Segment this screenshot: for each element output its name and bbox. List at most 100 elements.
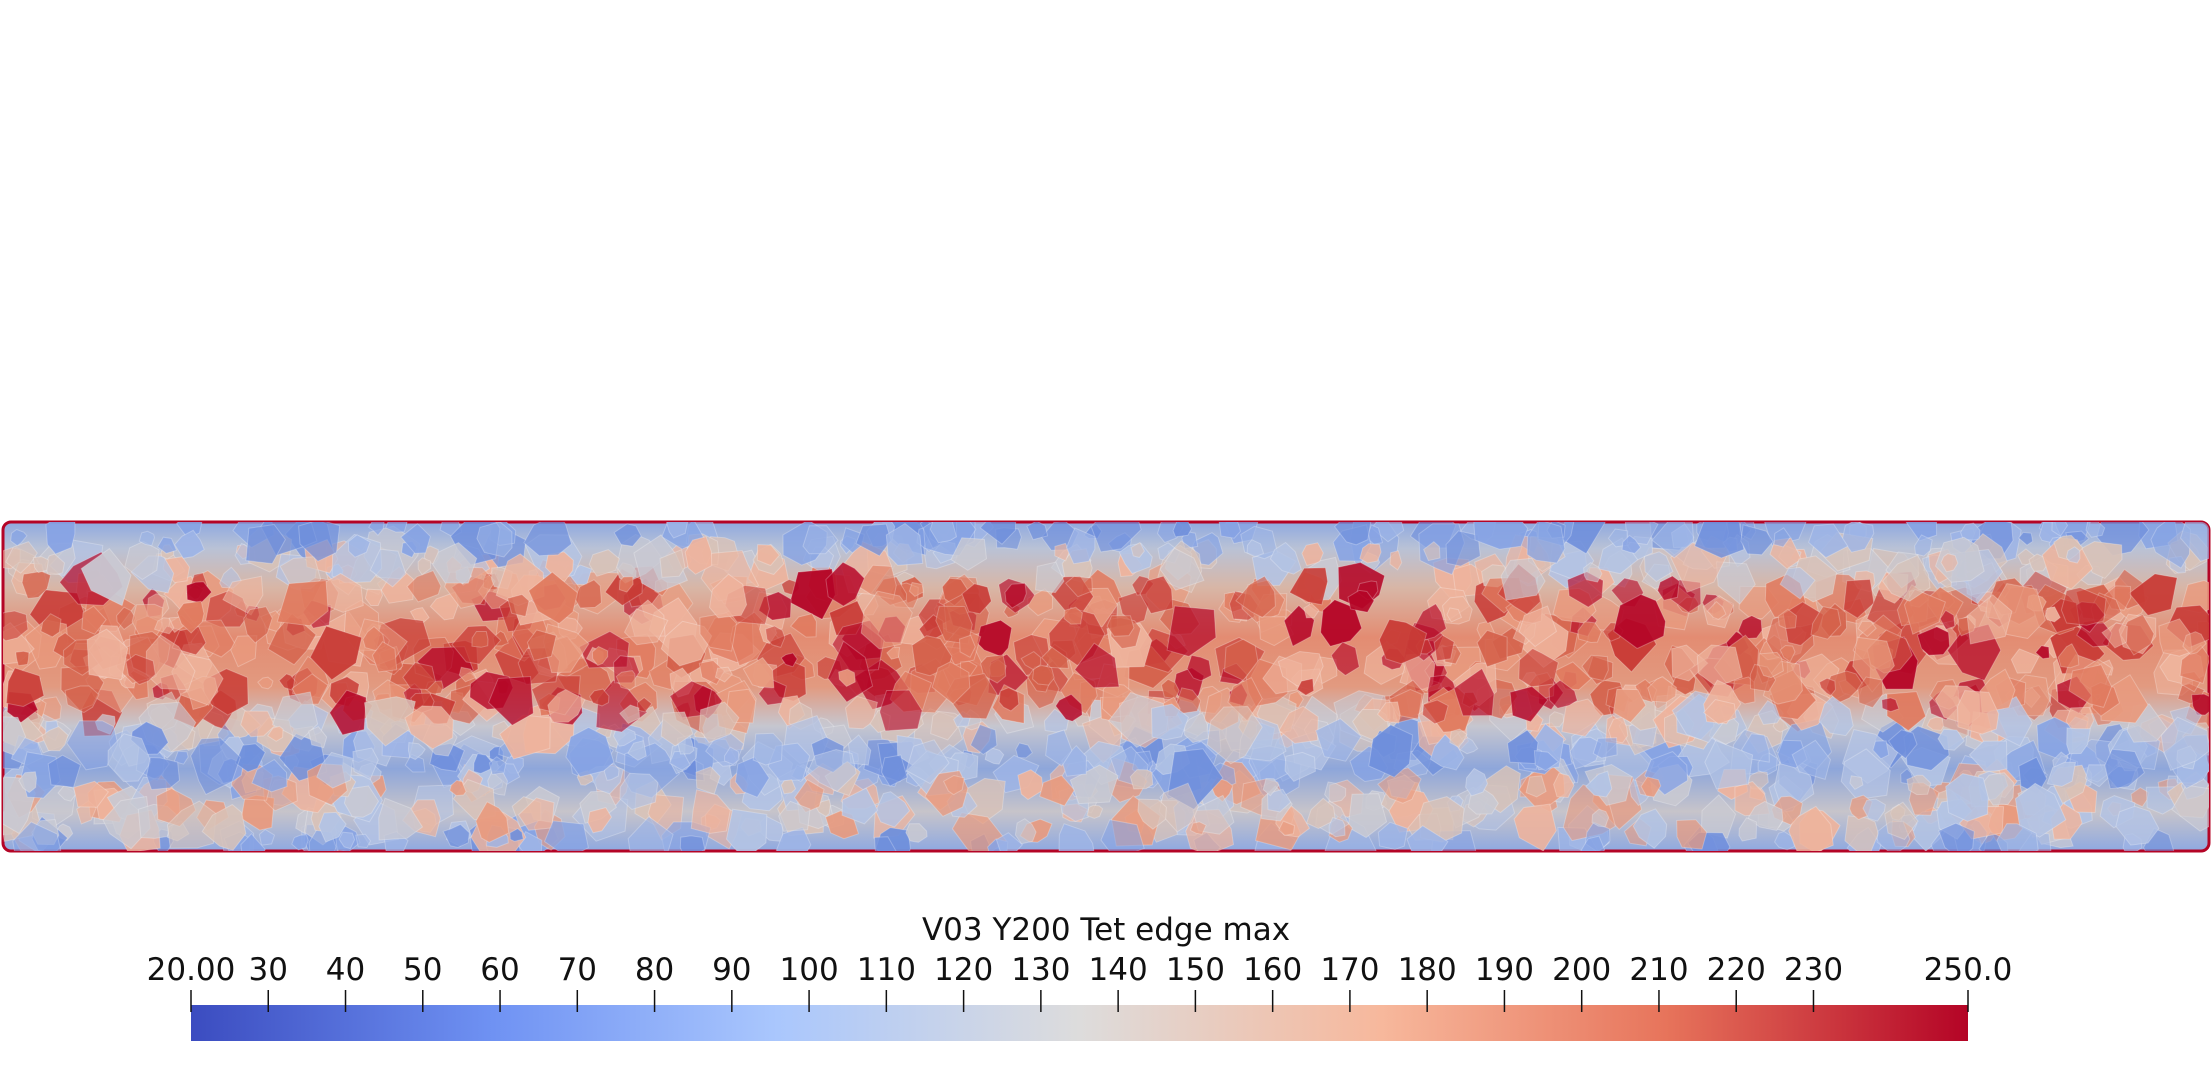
mesh-cell [1747,800,1784,831]
colorbar-tick-label: 90 [712,952,752,988]
mesh-cell [1315,718,1362,762]
mesh-cell [3,610,29,642]
mesh-cell [368,522,385,536]
colorbar-tick-label: 100 [779,952,839,988]
mesh-cell [251,758,288,793]
mesh-cell [778,800,811,832]
mesh-cell [1065,527,1096,565]
mesh-cell [1421,699,1449,725]
mesh-cell [1872,740,1890,760]
colorbar-tick-label: 140 [1088,952,1148,988]
mesh-cell [1957,689,2000,735]
mesh-cell [1553,661,1592,691]
mesh-cell [1509,685,1549,723]
mesh-cell [1740,524,1774,556]
mesh-cell [780,779,797,795]
mesh-cell [80,547,132,607]
mesh-cell [2028,553,2049,572]
mesh-cell [698,701,740,744]
mesh-cell [979,522,1017,545]
mesh-cell [1166,605,1217,657]
colorbar [190,990,1969,1041]
mesh-cell [1581,654,1609,682]
mesh-cell [1938,822,1975,851]
mesh-cell [1613,593,1667,650]
mesh-cell [825,561,865,607]
mesh-cell [1069,764,1119,805]
mesh-cell [258,828,276,846]
mesh-cell [1881,697,1900,713]
mesh-cell [1696,644,1743,686]
mesh-cell [1303,602,1320,619]
mesh-cell [1996,823,2039,851]
mesh-cell [138,530,156,547]
mesh-cell [10,528,28,547]
mesh-cell [1903,522,1938,542]
mesh-cell [1055,693,1083,722]
mesh-cell [15,650,30,667]
mesh-cell [1916,626,1951,656]
mesh-cell [1429,733,1465,771]
mesh-cell [1857,620,1877,638]
mesh-cell [81,605,107,635]
mesh-cell [1453,667,1495,717]
mesh-cell [2179,644,2209,685]
mesh-cell [2128,573,2178,616]
mesh-cell [12,821,63,851]
mesh-cell [1887,729,1918,760]
mesh-cell [1671,644,1709,682]
mesh-cell [1296,677,1315,696]
mesh-cell [1548,711,1565,728]
mesh-cell [623,608,669,646]
mesh-cell [47,754,82,788]
mesh-cell [880,754,908,787]
mesh-cell [2101,622,2128,649]
mesh-cell [245,523,286,565]
mesh-cell [1045,729,1073,767]
mesh-cell [506,593,530,618]
mesh-cell [1526,522,1566,564]
mesh-cell [1368,724,1414,778]
mesh-cell [2060,587,2107,626]
mesh-cell [369,548,407,588]
mesh-cell [1086,804,1104,819]
mesh-cell [1700,794,1737,839]
mesh-cell [765,625,786,649]
mesh-cell [1906,774,1932,796]
mesh-cell [1150,703,1190,741]
colorbar-tick-label: 70 [557,952,598,988]
mesh-cell [1758,651,1784,679]
mesh-cell [1054,542,1070,562]
mesh-cell [2051,522,2069,537]
mesh-cell [1235,575,1276,619]
mesh-cell [308,725,328,749]
mesh-cell [528,571,579,625]
mesh-cell [267,725,284,742]
mesh-cell [1376,701,1401,724]
mesh-cell [402,662,437,691]
mesh-cell [793,779,825,813]
mesh-cell [734,756,770,798]
mesh-cell [1939,609,1956,631]
mesh-cell [802,525,839,555]
mesh-cell [1945,773,1989,822]
colorbar-tick-label: 120 [934,952,994,988]
mesh-cell [1378,618,1428,665]
mesh-cell [618,576,634,593]
mesh-cell [1039,774,1076,807]
mesh-cell [905,823,928,843]
mesh-cell [257,676,274,690]
mesh-cell [995,832,1024,851]
mesh-cell [1074,642,1120,689]
mesh-cell [1849,775,1864,791]
mesh-cell [684,535,713,575]
mesh-cell [2066,727,2091,755]
mesh-cell [579,790,618,824]
mesh-cell [476,522,513,558]
mesh-cell [1702,698,1737,725]
mesh-cell [659,549,686,578]
mesh-cell [271,691,319,741]
mesh-cell [708,573,748,619]
mesh-cell [201,803,247,851]
mesh-cell [1577,621,1602,644]
